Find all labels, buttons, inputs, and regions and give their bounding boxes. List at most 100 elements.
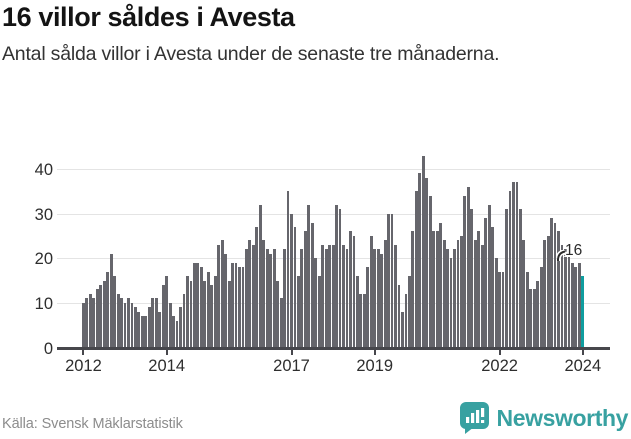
bar (144, 316, 148, 348)
bar (470, 209, 474, 348)
bar (276, 280, 280, 348)
x-tick-label: 2014 (148, 357, 186, 375)
bar (543, 240, 547, 348)
bar (362, 293, 366, 348)
bar (411, 231, 415, 348)
bar (203, 280, 207, 348)
bar (442, 240, 446, 348)
bar (286, 191, 290, 348)
bar (213, 276, 217, 348)
bar (466, 186, 470, 348)
bar (123, 302, 127, 348)
bar (380, 253, 384, 348)
bar (570, 262, 574, 348)
bar (297, 276, 300, 348)
bar (154, 298, 158, 348)
bar (217, 244, 221, 348)
bar (404, 293, 408, 348)
bar (463, 195, 467, 348)
x-tick-mark (82, 349, 85, 355)
y-tick-label: 20 (34, 250, 53, 269)
bar (432, 231, 436, 348)
bar (460, 235, 463, 348)
bar (560, 244, 564, 348)
bar (501, 271, 505, 348)
bar (376, 249, 380, 348)
last-value-annotation: 16 (557, 242, 583, 262)
bar (303, 231, 307, 348)
bar (134, 307, 137, 348)
annotation-hook-icon (557, 250, 566, 262)
bar (241, 267, 245, 348)
newsworthy-wordmark: Newsworthy (496, 404, 629, 431)
bar (536, 280, 540, 348)
bar (262, 240, 266, 348)
bar (335, 204, 338, 348)
bar (172, 316, 175, 348)
bar (99, 285, 103, 348)
bar (453, 249, 456, 348)
bar (515, 182, 519, 348)
annotation-value: 16 (565, 242, 583, 259)
x-tick-label: 2012 (65, 357, 102, 375)
bar (564, 249, 567, 348)
bar (293, 227, 297, 348)
y-tick-label: 40 (34, 161, 53, 179)
x-tick-label: 2017 (273, 357, 310, 375)
bar (428, 195, 432, 348)
bar (310, 222, 314, 348)
x-tick-mark (290, 349, 293, 355)
bar (258, 204, 262, 348)
x-tick-mark (498, 349, 501, 355)
bar (446, 249, 449, 348)
bar (553, 222, 557, 348)
bar (206, 271, 210, 348)
bar (147, 307, 151, 348)
bar (186, 276, 189, 348)
grid-line (57, 213, 610, 215)
bar (539, 267, 543, 348)
bar (418, 173, 422, 348)
bar (349, 231, 352, 348)
y-tick-label: 30 (34, 205, 53, 224)
bar (199, 267, 203, 348)
bar (248, 240, 252, 348)
bar (480, 244, 484, 348)
bar (546, 235, 550, 348)
bar (283, 249, 286, 348)
bar (387, 213, 391, 348)
bar (449, 258, 453, 348)
bar (397, 285, 401, 348)
bar (355, 276, 359, 348)
bar (439, 222, 443, 348)
chart-subtitle: Antal sålda villor i Avesta under de sen… (2, 43, 500, 66)
bar (210, 285, 214, 348)
bar (498, 271, 501, 348)
bar (95, 289, 99, 348)
bar (127, 298, 130, 348)
x-tick-label: 2024 (564, 357, 602, 375)
bar (525, 271, 529, 348)
bar (359, 293, 363, 348)
bar (175, 320, 179, 348)
bar (192, 262, 196, 348)
bar (532, 289, 536, 348)
source-caption: Källa: Svensk Mäklarstatistik (2, 416, 183, 432)
bar (113, 276, 117, 348)
bar (484, 218, 488, 348)
newsworthy-logo[interactable]: Newsworthy (459, 401, 628, 435)
bar (512, 182, 515, 348)
bar (401, 311, 404, 348)
bar (505, 209, 508, 348)
bar (140, 316, 144, 348)
bar (518, 209, 522, 348)
bar (487, 204, 491, 348)
bar (165, 276, 169, 348)
bar (109, 253, 113, 348)
bar (227, 280, 231, 348)
bar (522, 240, 526, 348)
bar (158, 311, 162, 348)
y-tick-label: 10 (34, 294, 53, 313)
